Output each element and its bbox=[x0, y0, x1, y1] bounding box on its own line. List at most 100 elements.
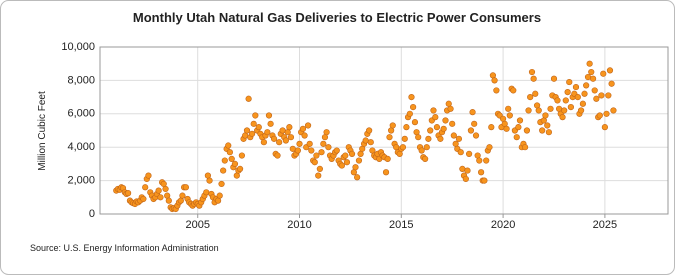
point bbox=[588, 68, 595, 76]
point bbox=[355, 157, 363, 164]
point bbox=[320, 140, 327, 147]
point bbox=[591, 87, 598, 94]
point bbox=[589, 75, 597, 82]
point bbox=[282, 137, 289, 144]
point bbox=[579, 100, 587, 107]
point bbox=[342, 152, 349, 159]
point bbox=[440, 125, 447, 132]
point bbox=[521, 144, 529, 151]
point bbox=[472, 132, 480, 139]
point bbox=[333, 147, 340, 154]
point bbox=[554, 97, 561, 104]
y-tick-label: 0 bbox=[89, 208, 95, 220]
point bbox=[467, 127, 475, 134]
point bbox=[220, 167, 227, 174]
source-note: Source: U.S. Energy Information Administ… bbox=[30, 243, 219, 253]
point bbox=[605, 92, 612, 99]
point bbox=[286, 124, 293, 131]
point bbox=[486, 144, 493, 151]
point bbox=[165, 197, 172, 204]
point bbox=[415, 134, 422, 141]
point bbox=[510, 87, 517, 94]
point bbox=[203, 189, 210, 196]
point bbox=[306, 140, 313, 147]
x-tick-label: 2025 bbox=[593, 219, 617, 231]
point bbox=[600, 70, 607, 77]
point bbox=[318, 149, 325, 156]
point bbox=[598, 92, 605, 99]
point bbox=[276, 139, 283, 146]
point bbox=[505, 105, 512, 112]
point bbox=[399, 144, 407, 151]
point bbox=[449, 120, 456, 127]
chart-title: Monthly Utah Natural Gas Deliveries to E… bbox=[133, 10, 541, 25]
point bbox=[577, 107, 585, 114]
point bbox=[608, 80, 615, 87]
point bbox=[610, 107, 617, 114]
point bbox=[348, 150, 356, 157]
point bbox=[279, 127, 286, 134]
point bbox=[162, 185, 169, 193]
point bbox=[179, 192, 186, 199]
point bbox=[596, 112, 603, 119]
point bbox=[542, 112, 549, 119]
y-tick-label: 2,000 bbox=[67, 175, 95, 187]
point bbox=[506, 112, 513, 119]
point bbox=[243, 127, 251, 134]
point bbox=[539, 127, 546, 134]
point bbox=[601, 124, 608, 131]
point bbox=[530, 75, 537, 82]
point bbox=[228, 155, 235, 162]
point bbox=[221, 157, 228, 164]
point bbox=[562, 97, 569, 104]
point bbox=[469, 109, 476, 116]
point bbox=[238, 152, 245, 159]
point bbox=[354, 174, 361, 181]
point bbox=[367, 139, 374, 146]
point bbox=[384, 155, 391, 162]
y-tick-label: 10,000 bbox=[61, 41, 95, 53]
point bbox=[545, 129, 553, 136]
point bbox=[572, 83, 580, 91]
point bbox=[308, 147, 315, 154]
point bbox=[382, 169, 390, 176]
point bbox=[315, 172, 322, 179]
point bbox=[437, 135, 444, 142]
point bbox=[455, 135, 463, 142]
point bbox=[535, 107, 542, 114]
point bbox=[603, 110, 610, 117]
point bbox=[425, 135, 432, 142]
point bbox=[523, 127, 531, 134]
point bbox=[157, 194, 164, 201]
point bbox=[366, 127, 373, 134]
point bbox=[245, 95, 252, 102]
point bbox=[406, 110, 413, 117]
point bbox=[338, 162, 345, 169]
point bbox=[566, 78, 573, 86]
point bbox=[559, 114, 566, 121]
point bbox=[316, 165, 323, 173]
point bbox=[403, 124, 410, 131]
point bbox=[250, 120, 257, 127]
marks bbox=[113, 60, 617, 213]
point bbox=[264, 129, 271, 136]
point bbox=[544, 122, 551, 129]
point bbox=[583, 82, 590, 89]
point bbox=[459, 165, 466, 173]
point bbox=[432, 114, 439, 121]
point bbox=[411, 119, 419, 126]
point bbox=[236, 165, 244, 173]
point bbox=[483, 157, 490, 164]
point bbox=[218, 180, 225, 188]
point bbox=[294, 147, 301, 154]
point bbox=[418, 147, 425, 154]
point bbox=[423, 144, 430, 151]
point bbox=[525, 107, 532, 114]
point bbox=[362, 137, 369, 144]
point bbox=[433, 124, 441, 131]
point bbox=[352, 164, 359, 171]
point bbox=[182, 184, 190, 191]
point bbox=[581, 90, 588, 97]
point bbox=[386, 134, 393, 141]
